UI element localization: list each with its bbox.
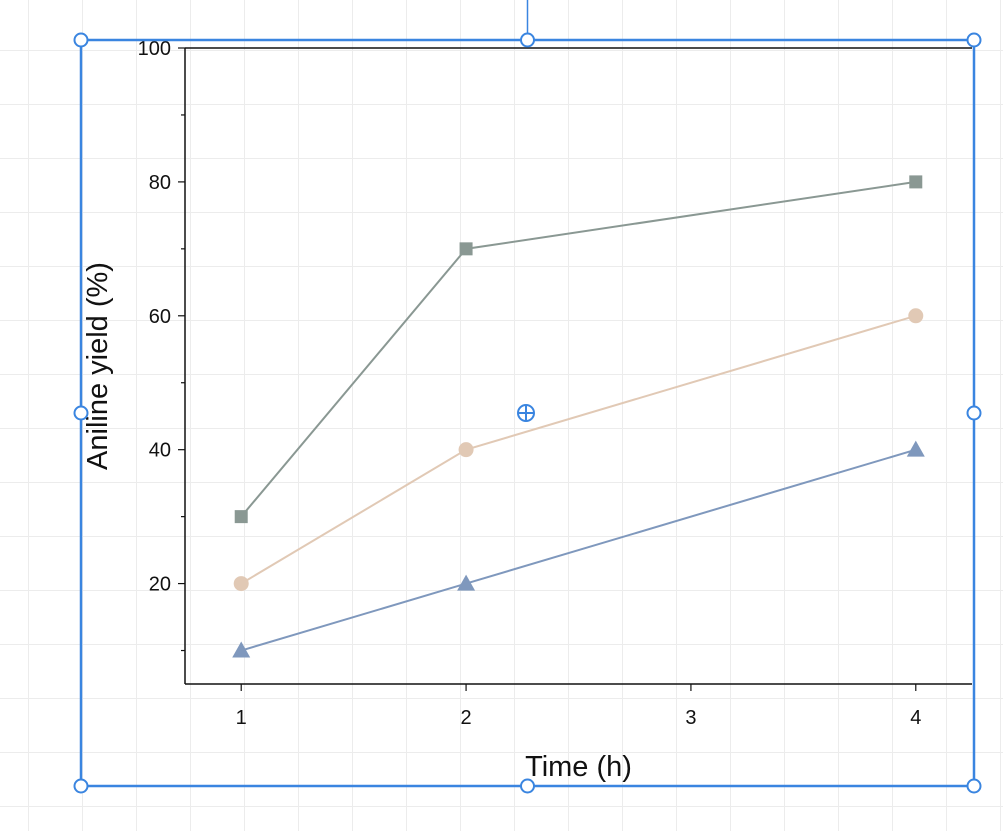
x-tick-label: 3 xyxy=(685,707,696,729)
x-tick-label: 2 xyxy=(461,707,472,729)
y-tick-label: 20 xyxy=(149,574,171,596)
data-point-triangle xyxy=(906,440,925,457)
x-axis-title: Time (h) xyxy=(525,751,632,783)
chart-selection-frame[interactable] xyxy=(73,0,982,794)
resize-handle-icon[interactable] xyxy=(73,32,89,48)
y-tick-label: 60 xyxy=(149,306,171,328)
data-point-circle xyxy=(233,576,249,592)
x-tick-label: 1 xyxy=(236,707,247,729)
resize-handle-icon[interactable] xyxy=(520,778,535,794)
resize-handle-icon[interactable] xyxy=(966,405,982,421)
resize-handle-icon[interactable] xyxy=(73,405,89,421)
data-point-square xyxy=(234,510,248,524)
series-line xyxy=(240,180,916,518)
data-point-triangle xyxy=(457,574,476,591)
data-point-triangle xyxy=(232,641,251,658)
data-point-circle xyxy=(908,308,924,324)
resize-handle-icon[interactable] xyxy=(520,32,535,48)
series-line xyxy=(240,448,917,652)
crosshair-move-icon[interactable] xyxy=(517,404,535,422)
x-tick-label: 4 xyxy=(910,707,921,729)
data-point-circle xyxy=(458,442,474,458)
series-line xyxy=(240,314,917,585)
resize-handle-icon[interactable] xyxy=(966,32,982,48)
y-tick-label: 100 xyxy=(138,38,171,60)
data-point-square xyxy=(459,242,473,256)
data-point-square xyxy=(909,175,923,189)
y-tick-label: 40 xyxy=(149,440,171,462)
chart-plot: 20 40 60 80 100 1 2 3 4 Time (h) Aniline yield (%) xyxy=(82,38,972,783)
resize-handle-icon[interactable] xyxy=(73,778,89,794)
y-tick-label: 80 xyxy=(149,172,171,194)
y-axis-title: Aniline yield (%) xyxy=(82,262,114,470)
resize-handle-icon[interactable] xyxy=(966,778,982,794)
